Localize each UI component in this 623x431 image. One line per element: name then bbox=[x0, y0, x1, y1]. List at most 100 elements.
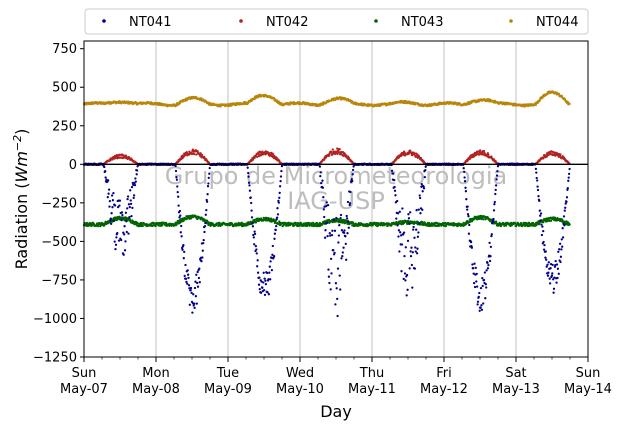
data-point-nt041 bbox=[549, 267, 552, 270]
data-point-nt041 bbox=[268, 271, 271, 274]
y-axis-title-main: Radiation ( bbox=[12, 182, 31, 269]
data-point-nt041 bbox=[128, 205, 131, 209]
data-point-nt043 bbox=[123, 219, 126, 222]
data-point-nt041 bbox=[272, 255, 276, 258]
data-point-nt042 bbox=[330, 150, 333, 154]
data-point-nt041 bbox=[319, 174, 322, 178]
data-point-nt041 bbox=[476, 303, 479, 306]
data-point-nt041 bbox=[254, 244, 258, 248]
data-point-nt041 bbox=[335, 287, 338, 290]
data-point-nt041 bbox=[421, 208, 424, 211]
data-point-nt041 bbox=[548, 282, 552, 285]
data-point-nt041 bbox=[567, 172, 571, 176]
data-point-nt041 bbox=[396, 199, 399, 203]
data-point-nt043 bbox=[532, 221, 535, 225]
data-point-nt041 bbox=[113, 204, 117, 207]
legend-marker-nt042 bbox=[239, 19, 243, 23]
data-point-nt043 bbox=[542, 221, 545, 224]
data-point-nt041 bbox=[467, 232, 471, 235]
legend-label-nt044: NT044 bbox=[536, 15, 578, 30]
data-point-nt041 bbox=[402, 231, 406, 234]
data-point-nt041 bbox=[247, 175, 250, 178]
data-point-nt041 bbox=[556, 276, 559, 280]
data-point-nt043 bbox=[161, 224, 164, 227]
data-point-nt041 bbox=[253, 232, 257, 236]
data-point-nt041 bbox=[128, 215, 131, 219]
data-point-nt041 bbox=[204, 213, 207, 216]
data-point-nt041 bbox=[122, 253, 125, 256]
data-point-nt041 bbox=[550, 274, 554, 277]
data-point-nt041 bbox=[488, 259, 492, 263]
data-point-nt041 bbox=[496, 169, 499, 173]
data-point-nt041 bbox=[135, 169, 139, 172]
data-point-nt043 bbox=[292, 224, 296, 227]
data-point-nt041 bbox=[247, 171, 250, 175]
x-tick-label-date: May-11 bbox=[348, 382, 396, 397]
data-point-nt041 bbox=[187, 284, 191, 287]
data-point-nt041 bbox=[408, 267, 411, 270]
data-point-nt041 bbox=[256, 271, 260, 274]
data-point-nt041 bbox=[561, 236, 565, 239]
data-point-nt041 bbox=[475, 280, 478, 283]
data-point-nt041 bbox=[347, 220, 350, 224]
data-point-nt041 bbox=[339, 216, 342, 220]
data-point-nt041 bbox=[392, 172, 395, 175]
data-point-nt041 bbox=[179, 231, 182, 234]
y-tick-label: 500 bbox=[52, 81, 77, 96]
data-point-nt041 bbox=[467, 215, 470, 218]
data-point-nt041 bbox=[181, 248, 184, 251]
data-point-nt041 bbox=[476, 300, 480, 303]
data-point-nt041 bbox=[334, 282, 338, 285]
data-point-nt041 bbox=[493, 200, 496, 204]
data-point-nt041 bbox=[351, 179, 354, 183]
data-point-nt041 bbox=[547, 271, 550, 274]
data-point-nt041 bbox=[546, 274, 550, 277]
data-point-nt041 bbox=[321, 179, 324, 182]
data-point-nt041 bbox=[485, 286, 488, 289]
data-point-nt041 bbox=[494, 188, 497, 192]
data-point-nt041 bbox=[406, 239, 410, 243]
data-point-nt041 bbox=[333, 229, 337, 232]
data-point-nt041 bbox=[558, 248, 561, 251]
data-point-nt041 bbox=[182, 244, 185, 247]
data-point-nt041 bbox=[255, 252, 258, 255]
data-point-nt041 bbox=[134, 180, 137, 183]
data-point-nt041 bbox=[494, 192, 497, 196]
x-tick-label-day: Sat bbox=[505, 366, 526, 381]
data-point-nt041 bbox=[328, 232, 331, 235]
data-point-nt041 bbox=[124, 240, 127, 243]
data-point-nt041 bbox=[129, 199, 132, 202]
data-point-nt041 bbox=[403, 272, 407, 275]
data-point-nt041 bbox=[542, 229, 545, 233]
data-point-nt041 bbox=[560, 238, 563, 241]
data-point-nt041 bbox=[421, 190, 424, 193]
data-point-nt041 bbox=[208, 172, 211, 175]
data-point-nt041 bbox=[126, 195, 130, 198]
data-point-nt041 bbox=[186, 282, 189, 285]
data-point-nt041 bbox=[131, 206, 134, 210]
data-point-nt041 bbox=[565, 200, 568, 204]
data-point-nt041 bbox=[484, 297, 487, 300]
data-point-nt041 bbox=[205, 208, 208, 212]
data-point-nt041 bbox=[560, 248, 563, 251]
data-point-nt041 bbox=[562, 215, 566, 218]
data-point-nt041 bbox=[196, 281, 199, 285]
data-point-nt041 bbox=[417, 231, 420, 234]
data-point-nt041 bbox=[332, 249, 335, 252]
data-point-nt041 bbox=[398, 210, 401, 213]
data-point-nt041 bbox=[538, 199, 541, 203]
x-tick-label-date: May-14 bbox=[564, 382, 612, 397]
data-point-nt041 bbox=[345, 214, 348, 218]
data-point-nt041 bbox=[489, 245, 493, 249]
data-point-nt041 bbox=[406, 288, 409, 291]
data-point-nt041 bbox=[345, 258, 348, 261]
data-point-nt041 bbox=[463, 180, 467, 183]
data-point-nt042 bbox=[195, 153, 198, 156]
data-point-nt041 bbox=[395, 217, 398, 220]
data-point-nt041 bbox=[559, 255, 563, 258]
data-point-nt041 bbox=[492, 217, 495, 221]
legend-box bbox=[84, 8, 589, 35]
data-point-nt041 bbox=[346, 200, 350, 204]
data-point-nt041 bbox=[127, 232, 130, 235]
data-point-nt041 bbox=[112, 219, 115, 222]
